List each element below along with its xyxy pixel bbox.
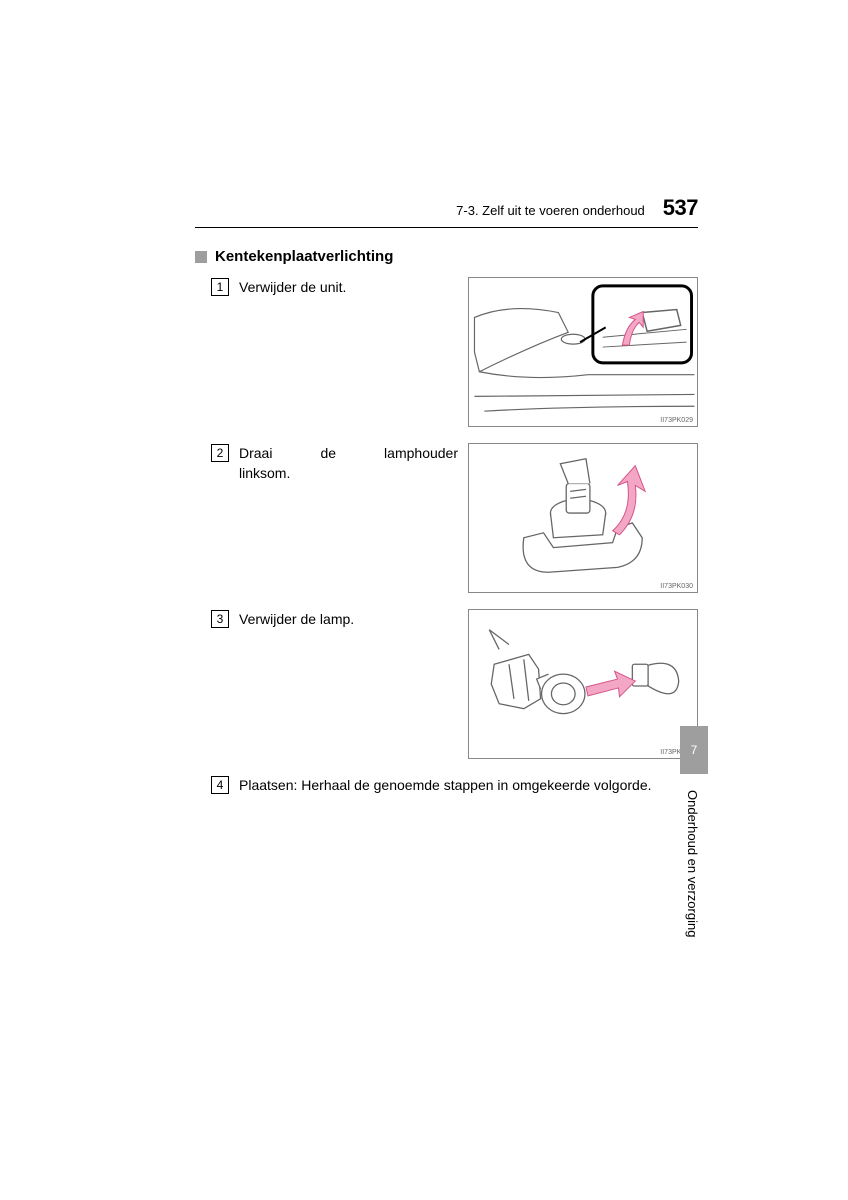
step-number-box: 4	[211, 776, 229, 794]
step-3-illustration: II73PK031	[468, 609, 698, 759]
page-header: 7-3. Zelf uit te voeren onderhoud 537	[195, 195, 698, 228]
image-id: II73PK030	[660, 583, 693, 590]
step-text: Draai de lamphouder linksom.	[239, 443, 458, 484]
chapter-number: 7	[691, 743, 698, 757]
square-bullet-icon	[195, 251, 207, 263]
step-1-illustration: II73PK029	[468, 277, 698, 427]
image-id: II73PK029	[660, 417, 693, 424]
page-number: 537	[663, 195, 698, 221]
step-text: Verwijder de lamp.	[239, 609, 458, 629]
chapter-side-label: Onderhoud en verzorging	[685, 790, 700, 937]
heading-title: Kentekenplaatverlichting	[215, 248, 393, 265]
step-2-illustration: II73PK030	[468, 443, 698, 593]
section-heading: Kentekenplaatverlichting	[195, 248, 698, 265]
step-4: 4 Plaatsen: Herhaal de genoemde stappen …	[211, 775, 698, 795]
section-reference: 7-3. Zelf uit te voeren onderhoud	[456, 203, 645, 218]
step-2: 2 Draai de lamphouder linksom.	[211, 443, 698, 593]
step-number-box: 3	[211, 610, 229, 628]
step-3: 3 Verwijder de lamp.	[211, 609, 698, 759]
step-1: 1 Verwijder de unit.	[211, 277, 698, 427]
step-number-box: 1	[211, 278, 229, 296]
chapter-tab: 7	[680, 726, 708, 774]
step-text: Plaatsen: Herhaal de genoemde stappen in…	[239, 775, 698, 795]
step-number-box: 2	[211, 444, 229, 462]
step-text: Verwijder de unit.	[239, 277, 458, 297]
